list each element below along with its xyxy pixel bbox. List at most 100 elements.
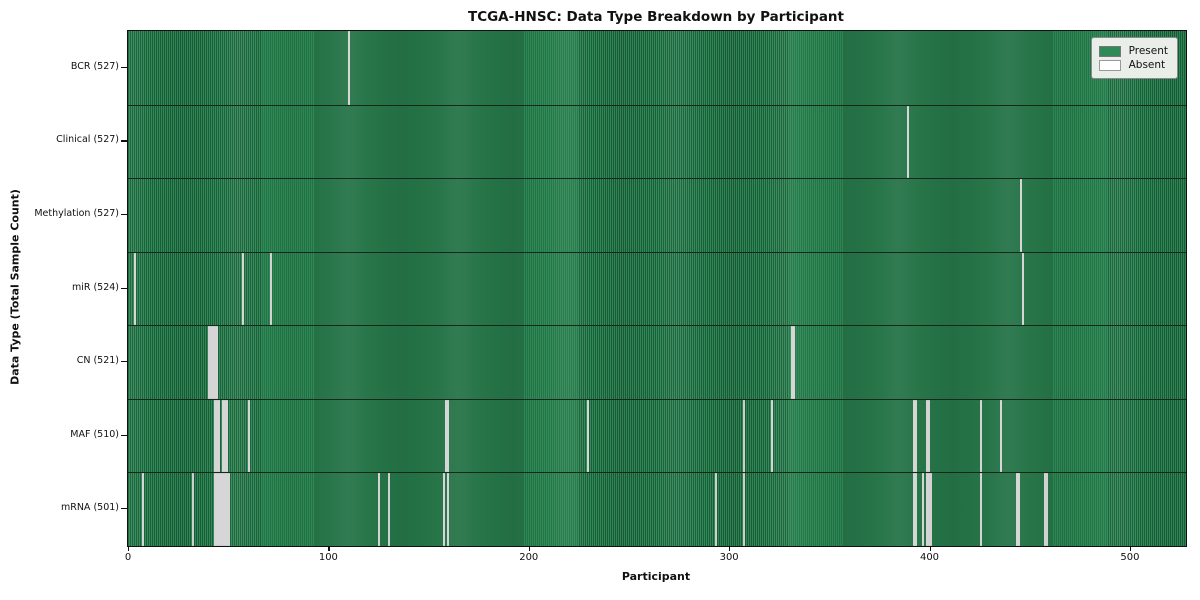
absent-stripe xyxy=(907,105,910,179)
absent-stripe xyxy=(927,399,930,473)
xtick-label-200: 200 xyxy=(519,552,539,563)
absent-stripe xyxy=(218,399,221,473)
heatmap-row-bcr xyxy=(128,31,1186,105)
absent-stripe xyxy=(925,399,928,473)
absent-stripe xyxy=(446,473,449,546)
absent-stripe xyxy=(216,399,219,473)
xtick-label-0: 0 xyxy=(124,552,132,563)
absent-stripe xyxy=(743,399,746,473)
heatmap-row-mrna xyxy=(128,472,1186,546)
absent-stripe xyxy=(913,399,916,473)
absent-stripe xyxy=(979,473,982,546)
absent-stripe xyxy=(378,473,381,546)
absent-stripe xyxy=(979,399,982,473)
xtick-mark xyxy=(729,546,731,551)
legend-label-absent: Absent xyxy=(1128,59,1166,71)
absent-stripe xyxy=(442,473,445,546)
absent-stripe xyxy=(226,399,229,473)
absent-stripe xyxy=(242,252,245,326)
absent-stripe xyxy=(214,326,217,399)
xtick-mark xyxy=(128,546,130,551)
ytick-mark xyxy=(121,66,127,68)
ytick-label-methylation: Methylation (527) xyxy=(34,207,119,219)
ytick-label-mrna: mRNA (501) xyxy=(60,502,119,514)
absent-stripe xyxy=(134,252,136,326)
x-axis-label: Participant xyxy=(621,570,691,583)
absent-stripe xyxy=(1021,252,1024,326)
absent-stripe xyxy=(224,399,227,473)
absent-stripe xyxy=(921,473,924,546)
ytick-label-bcr: BCR (527) xyxy=(70,60,119,72)
absent-swatch xyxy=(1098,59,1121,71)
absent-stripe xyxy=(214,399,217,473)
absent-stripe xyxy=(927,473,930,546)
absent-stripe xyxy=(446,399,449,473)
absent-stripe xyxy=(929,473,932,546)
absent-stripe xyxy=(715,473,718,546)
plot-area: Present Absent xyxy=(127,30,1187,547)
absent-stripe xyxy=(214,473,217,546)
absent-stripe xyxy=(771,399,774,473)
xtick-mark xyxy=(328,546,330,551)
absent-stripe xyxy=(212,326,215,399)
absent-stripe xyxy=(224,473,227,546)
absent-stripe xyxy=(1043,473,1046,546)
absent-stripe xyxy=(1015,473,1018,546)
absent-stripe xyxy=(192,473,195,546)
legend-item-absent: Absent xyxy=(1098,59,1168,71)
chart-title: TCGA-HNSC: Data Type Breakdown by Partic… xyxy=(467,9,844,25)
absent-stripe xyxy=(226,473,229,546)
absent-stripe xyxy=(793,326,796,399)
ytick-label-cn: CN (521) xyxy=(76,355,119,367)
absent-stripe xyxy=(270,252,273,326)
absent-stripe xyxy=(915,399,918,473)
absent-stripe xyxy=(999,399,1002,473)
xtick-label-300: 300 xyxy=(719,552,739,563)
absent-stripe xyxy=(216,326,219,399)
heatmap-row-cn xyxy=(128,325,1186,399)
absent-stripe xyxy=(210,326,213,399)
absent-stripe xyxy=(915,473,918,546)
ytick-mark xyxy=(121,213,127,216)
absent-stripe xyxy=(220,473,223,546)
legend-label-present: Present xyxy=(1128,45,1168,57)
ytick-mark xyxy=(121,508,127,510)
absent-stripe xyxy=(925,473,928,546)
xtick-label-100: 100 xyxy=(318,552,338,563)
absent-stripe xyxy=(1045,473,1048,546)
heatmap-row-methylation xyxy=(128,178,1186,252)
ytick-mark xyxy=(121,140,127,142)
absent-stripe xyxy=(444,399,447,473)
absent-stripe xyxy=(913,473,916,546)
ytick-mark xyxy=(121,434,127,436)
heatmap-row-mir xyxy=(128,251,1186,326)
ytick-label-mir: miR (524) xyxy=(71,281,119,293)
absent-stripe xyxy=(248,399,251,473)
ytick-label-maf: MAF (510) xyxy=(70,428,119,440)
xtick-label-500: 500 xyxy=(1120,552,1140,563)
absent-stripe xyxy=(142,473,145,546)
absent-stripe xyxy=(1019,179,1022,252)
absent-stripe xyxy=(228,473,231,546)
absent-stripe xyxy=(348,31,351,105)
absent-stripe xyxy=(218,473,221,546)
legend-item-present: Present xyxy=(1098,45,1168,57)
absent-stripe xyxy=(222,399,225,473)
heatmap-row-clinical xyxy=(128,104,1186,179)
absent-stripe xyxy=(208,326,211,399)
ytick-label-clinical: Clinical (527) xyxy=(56,134,119,146)
absent-stripe xyxy=(586,399,589,473)
absent-stripe xyxy=(1017,473,1020,546)
heatmap-row-maf xyxy=(128,398,1186,473)
xtick-label-400: 400 xyxy=(919,552,940,563)
xtick-mark xyxy=(1129,546,1132,551)
ytick-mark xyxy=(121,287,127,289)
absent-stripe xyxy=(222,473,225,546)
legend: Present Absent xyxy=(1090,37,1178,79)
absent-stripe xyxy=(743,473,746,546)
absent-stripe xyxy=(388,473,391,546)
present-swatch xyxy=(1098,45,1121,57)
absent-stripe xyxy=(216,473,219,546)
xtick-mark xyxy=(528,546,530,551)
